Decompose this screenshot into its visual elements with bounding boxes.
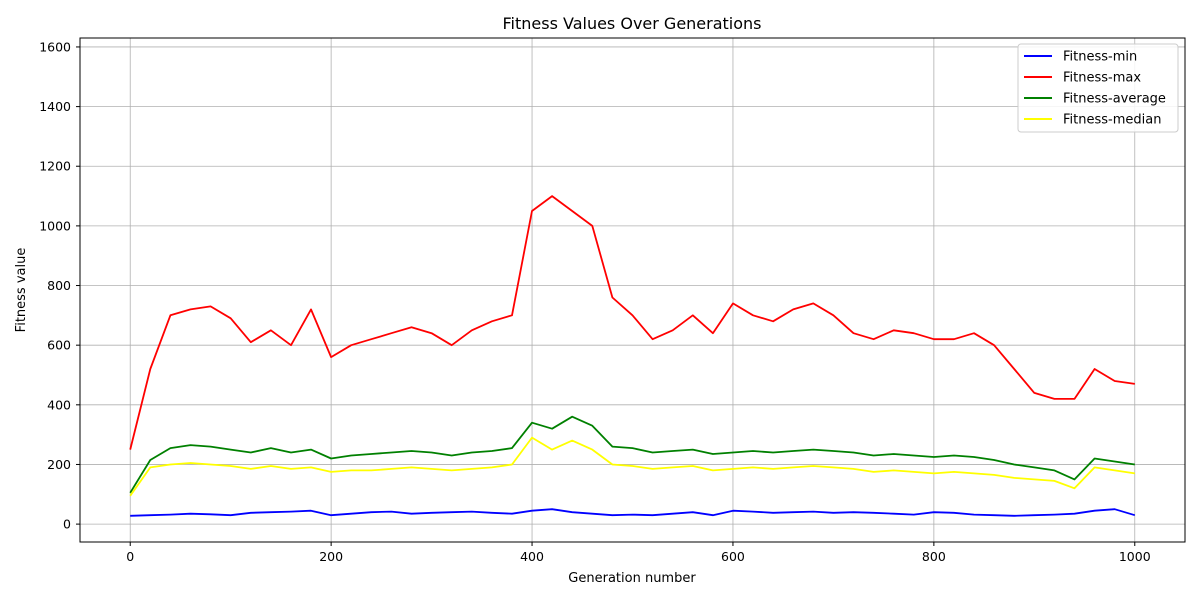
plot-frame xyxy=(79,37,1186,543)
x-axis-label: Generation number xyxy=(568,571,696,586)
y-tick-label: 400 xyxy=(47,397,71,412)
x-tick-label: 400 xyxy=(520,549,544,564)
x-tick-label: 800 xyxy=(922,549,946,564)
y-axis-label: Fitness value xyxy=(14,248,29,333)
legend-label: Fitness-average xyxy=(1063,92,1166,107)
x-tick-label: 0 xyxy=(126,549,134,564)
axis-ticks: 0 200 400 600 800 1000 0 200 400 600 800 1000 1200 14… xyxy=(39,39,1151,564)
x-tick-label: 200 xyxy=(319,549,343,564)
series-line-fitness-min xyxy=(130,508,1136,517)
legend-label: Fitness-min xyxy=(1063,50,1137,65)
y-tick-label: 1000 xyxy=(39,218,71,233)
y-tick-label: 1400 xyxy=(39,99,71,114)
y-tick-label: 1600 xyxy=(39,39,71,54)
grid-lines xyxy=(80,38,1185,542)
y-tick-label: 1200 xyxy=(39,159,71,174)
legend-box xyxy=(1017,43,1179,133)
chart-title: Fitness Values Over Generations xyxy=(502,14,761,33)
series-layer xyxy=(129,195,1136,517)
legend: Fitness-min Fitness-max Fitness-average Fit… xyxy=(1017,43,1179,133)
y-tick-label: 0 xyxy=(63,517,71,532)
series-line-fitness-average xyxy=(129,415,1135,494)
legend-label: Fitness-max xyxy=(1063,71,1141,86)
x-tick-label: 600 xyxy=(721,549,745,564)
series-line-fitness-max xyxy=(129,195,1135,450)
y-tick-label: 600 xyxy=(47,338,71,353)
y-tick-label: 200 xyxy=(47,457,71,472)
series-line-fitness-median xyxy=(129,436,1135,497)
y-tick-label: 800 xyxy=(47,278,71,293)
legend-label: Fitness-median xyxy=(1063,113,1161,128)
x-tick-label: 1000 xyxy=(1119,549,1151,564)
